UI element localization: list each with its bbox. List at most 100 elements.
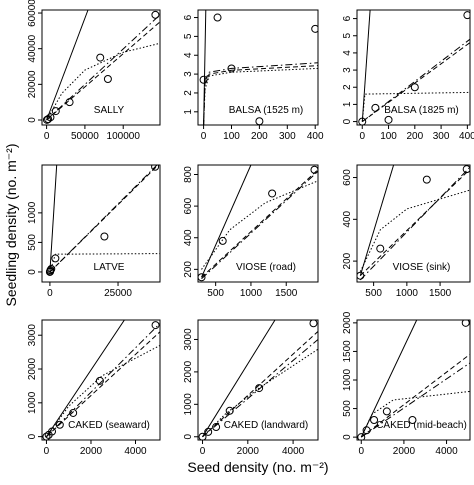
- y-tick-label: 1500: [342, 340, 353, 363]
- plot-area: [357, 320, 470, 440]
- y-tick-label: 1000: [27, 201, 38, 224]
- x-tick-label: 400: [459, 131, 474, 142]
- data-point: [218, 236, 227, 245]
- x-tick-label: 4000: [124, 446, 147, 457]
- y-tick-label: 200: [342, 252, 353, 269]
- y-tick-label: 500: [27, 234, 38, 251]
- data-point: [204, 427, 213, 436]
- y-tick-label: 600: [183, 197, 194, 214]
- data-point: [255, 384, 264, 393]
- data-point: [55, 420, 64, 429]
- model-line: [359, 165, 395, 276]
- model-line: [203, 67, 318, 125]
- model-line: [202, 331, 318, 438]
- data-point: [461, 320, 470, 327]
- data-point: [100, 232, 109, 241]
- data-point: [227, 64, 236, 73]
- data-point: [95, 376, 104, 385]
- x-tick-label: 2000: [393, 446, 416, 457]
- plot-frame: [41, 164, 161, 283]
- panel: 0 50000 100000 0 20000 40000 60000 SALLY: [27, 0, 161, 142]
- x-tick-label: 0: [47, 288, 53, 299]
- data-point: [45, 267, 54, 276]
- y-tick-label: 1: [183, 109, 194, 115]
- model-line: [49, 165, 58, 273]
- y-tick-label: 2000: [183, 360, 194, 383]
- data-point: [213, 13, 222, 22]
- panel-label: VIOSE (sink): [393, 262, 451, 273]
- model-line: [46, 344, 160, 437]
- y-tick-label: 0: [27, 117, 38, 123]
- y-tick-label: 60000: [27, 0, 38, 27]
- data-point: [151, 321, 160, 330]
- data-point: [408, 416, 417, 424]
- model-line: [360, 353, 470, 438]
- y-tick-label: 0: [27, 433, 38, 439]
- plot-frame: [197, 164, 319, 283]
- y-tick-label: 0: [342, 434, 353, 440]
- data-point: [463, 11, 470, 20]
- data-point: [51, 107, 60, 116]
- y-tick-label: 40000: [27, 34, 38, 62]
- x-tick-label: 0: [201, 131, 207, 142]
- x-tick-label: 0: [200, 446, 206, 457]
- data-point: [358, 117, 367, 125]
- plot-area: [358, 10, 470, 125]
- y-tick-label: 1000: [342, 368, 353, 391]
- y-tick-label: 1000: [27, 391, 38, 414]
- data-point: [212, 423, 221, 432]
- data-point: [382, 407, 391, 416]
- data-point: [103, 75, 112, 83]
- data-point: [65, 98, 74, 107]
- model-line: [203, 65, 318, 125]
- x-tick-label: 0: [44, 446, 50, 457]
- panel-label: SALLY: [94, 105, 125, 116]
- model-line: [359, 168, 470, 277]
- x-tick-label: 2000: [80, 446, 103, 457]
- panel-label: CAKED (seaward): [68, 420, 150, 431]
- data-point: [255, 117, 264, 125]
- model-line: [203, 62, 318, 125]
- data-point: [357, 271, 365, 280]
- data-point: [151, 165, 160, 171]
- model-line: [201, 165, 252, 278]
- y-tick-label: 3000: [27, 324, 38, 347]
- y-tick-label: 800: [183, 166, 194, 183]
- y-tick-label: 2: [342, 84, 353, 90]
- data-point: [69, 408, 78, 417]
- x-tick-label: 0: [359, 131, 365, 142]
- plot-area: [199, 10, 318, 125]
- y-tick-label: 200: [183, 261, 194, 278]
- model-line: [46, 323, 160, 437]
- model-line: [359, 166, 470, 281]
- y-tick-label: 500: [342, 400, 353, 417]
- y-tick-label: 3000: [183, 328, 194, 351]
- panel: 0 100 200 300 400 1 2 3 4 5 6 BALSA (1525 m): [183, 9, 324, 142]
- y-tick-label: 2: [183, 90, 194, 96]
- data-point: [376, 244, 385, 253]
- plot-area: [42, 320, 160, 440]
- panel: 0 2000 4000 0 500 1000 1500 2000 CAKED (mid-beac…: [342, 311, 471, 457]
- data-point: [310, 165, 318, 174]
- plot-area: [45, 165, 160, 276]
- data-point: [151, 10, 160, 19]
- model-line: [46, 42, 160, 121]
- y-tick-label: 6: [342, 15, 353, 21]
- model-line: [201, 170, 318, 280]
- y-tick-label: 0: [183, 434, 194, 440]
- data-point: [357, 433, 366, 440]
- x-tick-label: 4000: [435, 446, 458, 457]
- plot-area: [42, 10, 160, 124]
- x-tick-label: 100: [223, 131, 240, 142]
- x-tick-label: 1500: [275, 288, 298, 299]
- model-line: [46, 21, 160, 121]
- x-tick-label: 4000: [282, 446, 305, 457]
- data-point: [410, 83, 419, 92]
- panel: 0 2000 4000 0 1000 2000 3000 CAKED (seaward): [27, 319, 161, 457]
- y-axis-label: Seedling density (no. m⁻²): [3, 143, 19, 306]
- x-tick-label: 300: [279, 131, 296, 142]
- plot-frame: [356, 9, 471, 126]
- x-tick-label: 100000: [107, 131, 141, 142]
- data-point: [51, 254, 60, 263]
- y-tick-label: 0: [342, 118, 353, 124]
